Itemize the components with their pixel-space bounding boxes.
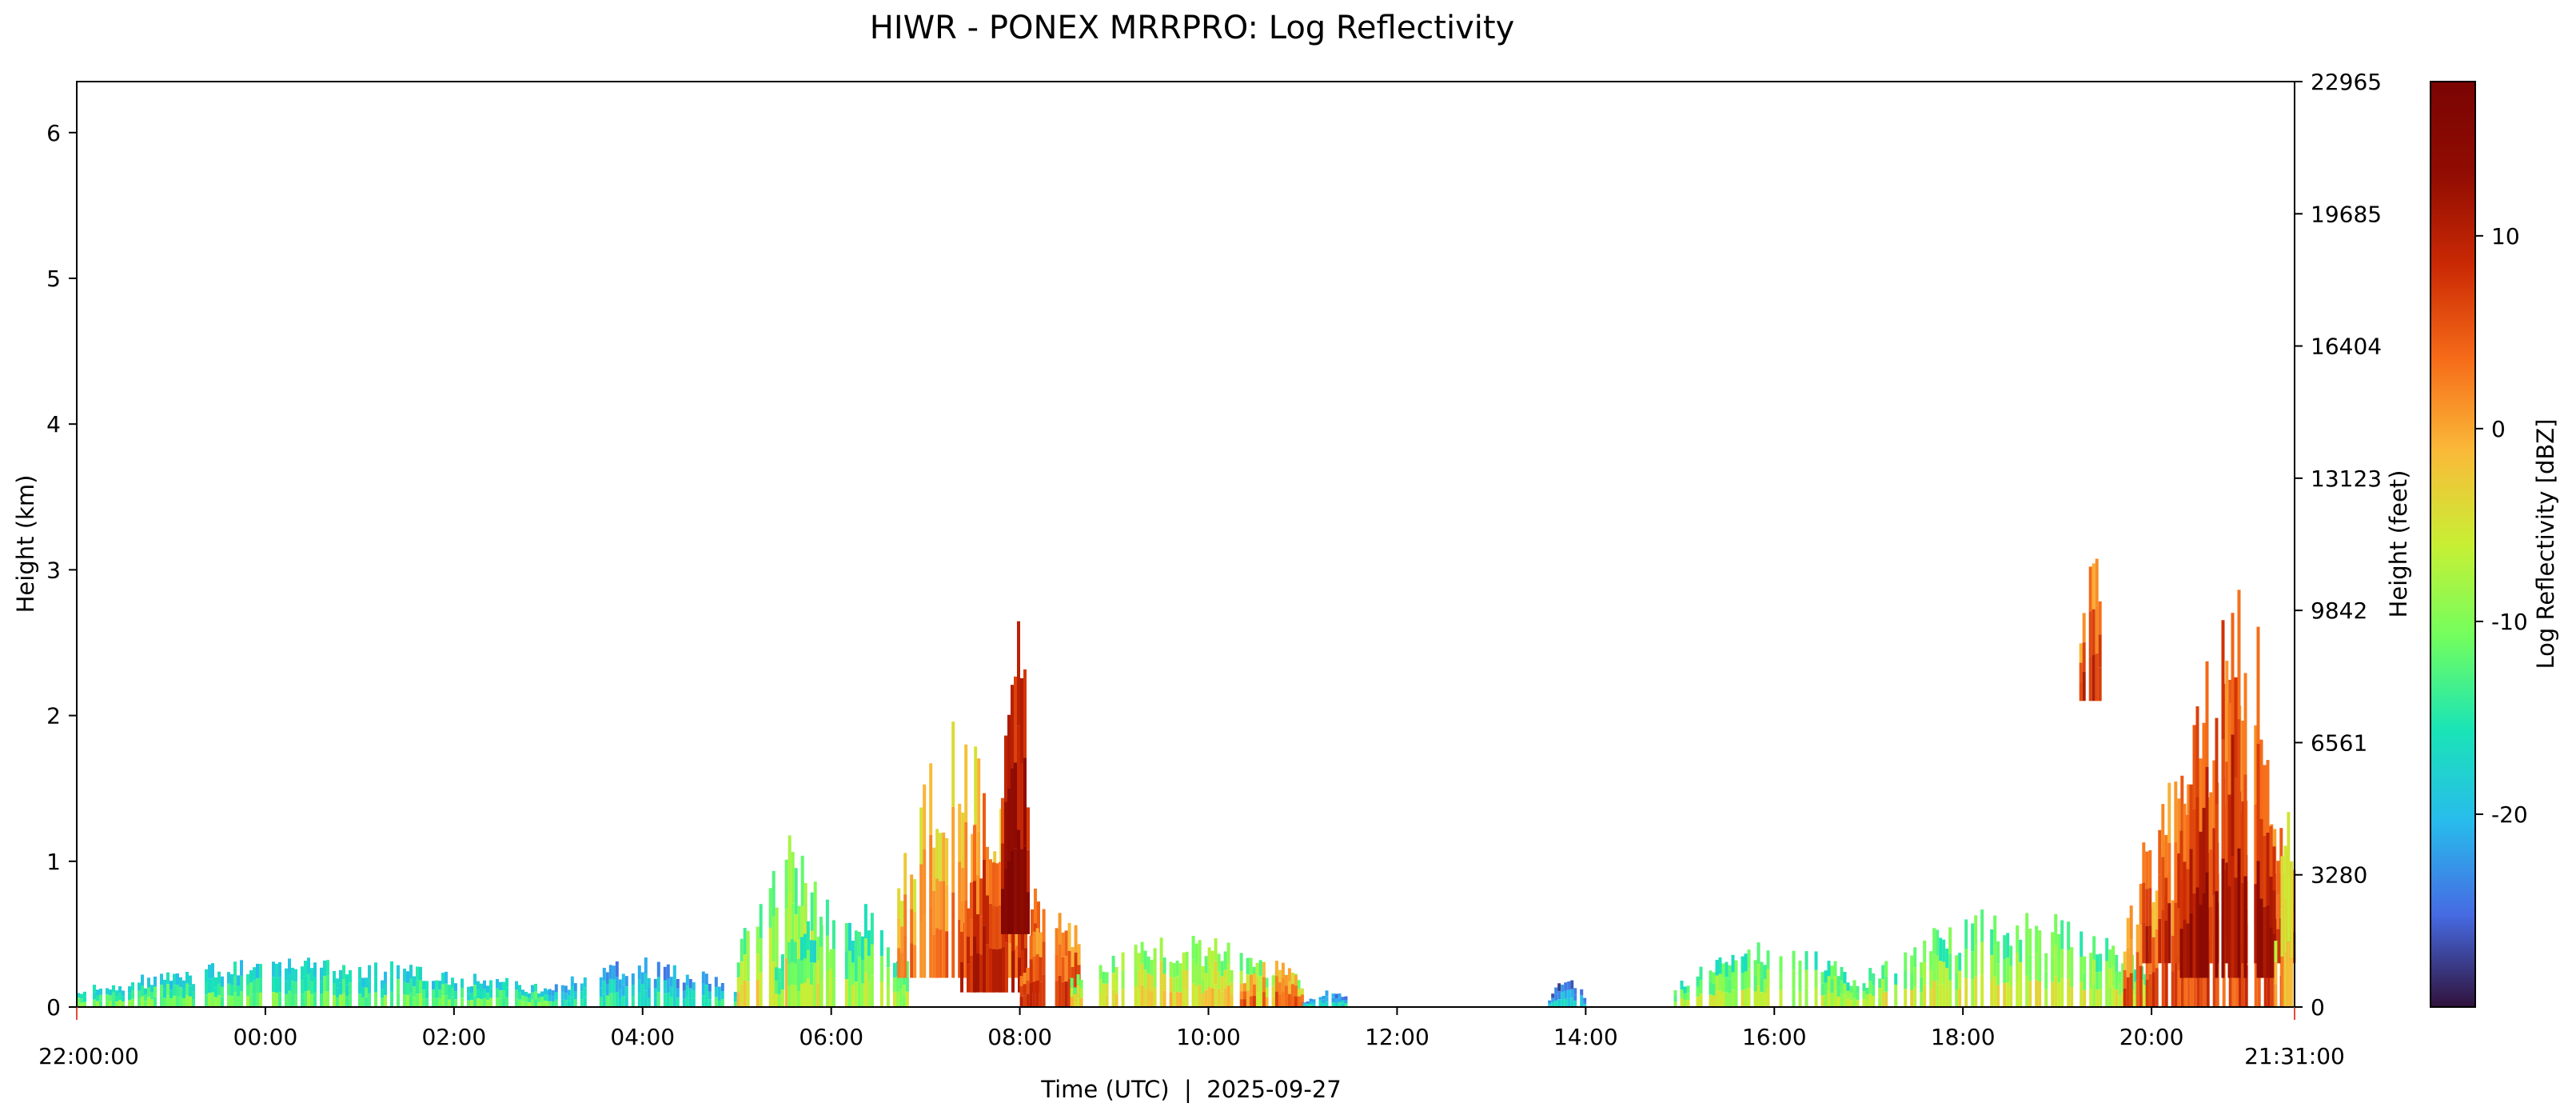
y-left-tick-label: 5 bbox=[46, 266, 61, 292]
x-tick-label: 16:00 bbox=[1742, 1024, 1807, 1050]
x-tick-label: 14:00 bbox=[1553, 1024, 1618, 1050]
y-axis-label-left: Height (km) bbox=[12, 475, 39, 613]
x-tick-label: 10:00 bbox=[1176, 1024, 1241, 1050]
colorbar-label: Log Reflectivity [dBZ] bbox=[2532, 419, 2559, 669]
y-left-tick-label: 4 bbox=[46, 411, 61, 438]
x-axis-label: Time (UTC) | 2025-09-27 bbox=[1040, 1076, 1342, 1103]
y-right-tick-label: 9842 bbox=[2311, 597, 2367, 624]
plot-frame bbox=[76, 81, 2295, 1008]
colorbar-gradient bbox=[2430, 81, 2476, 1008]
y-axis-label-right: Height (feet) bbox=[2385, 470, 2412, 618]
colorbar-tick-label: -20 bbox=[2491, 801, 2528, 828]
precip-region bbox=[736, 835, 833, 1007]
y-right-tick-label: 6561 bbox=[2311, 729, 2367, 756]
plot-area bbox=[76, 81, 2296, 1008]
y-left-tick-label: 2 bbox=[46, 703, 61, 729]
precip-region bbox=[548, 957, 737, 1007]
precip-region bbox=[1239, 961, 1304, 1007]
y-axis-left: 0 1 2 3 4 5 6 bbox=[46, 120, 77, 1021]
x-tick-label: 02:00 bbox=[421, 1024, 486, 1050]
y-right-tick-label: 3280 bbox=[2311, 862, 2367, 889]
precip-region bbox=[1673, 942, 1869, 1007]
y-right-tick-label: 19685 bbox=[2311, 201, 2382, 227]
x-tick-label: 12:00 bbox=[1365, 1024, 1430, 1050]
y-left-tick-label: 0 bbox=[46, 994, 61, 1021]
precip-region bbox=[2079, 558, 2102, 701]
x-start-label: 22:00:00 bbox=[38, 1043, 139, 1069]
precip-region bbox=[1548, 980, 1587, 1007]
x-tick-label: 20:00 bbox=[2119, 1024, 2184, 1050]
colorbar-tick-label: 0 bbox=[2491, 416, 2506, 442]
precip-region bbox=[1019, 909, 1081, 1007]
x-tick-label: 04:00 bbox=[610, 1024, 675, 1050]
colorbar: -20 -10 0 10 bbox=[2430, 81, 2528, 1008]
precip-region bbox=[774, 899, 909, 1007]
chart-title: HIWR - PONEX MRRPRO: Log Reflectivity bbox=[870, 10, 1514, 46]
precip-region bbox=[77, 957, 550, 1007]
y-left-tick-label: 1 bbox=[46, 849, 61, 875]
precip-region bbox=[1868, 909, 2154, 1007]
y-left-tick-label: 6 bbox=[46, 120, 61, 146]
y-right-tick-label: 13123 bbox=[2311, 466, 2382, 492]
y-left-tick-label: 3 bbox=[46, 557, 61, 583]
x-tick-label: 08:00 bbox=[987, 1024, 1052, 1050]
precip-region bbox=[1001, 621, 1030, 934]
x-tick-label: 06:00 bbox=[799, 1024, 863, 1050]
y-right-tick-label: 22965 bbox=[2311, 69, 2382, 95]
x-tick-label: 18:00 bbox=[1931, 1024, 1996, 1050]
x-end-label: 21:31:00 bbox=[2244, 1043, 2345, 1069]
y-axis-right: 0 3280 6561 9842 13123 16404 19685 22965 bbox=[2295, 69, 2382, 1021]
y-right-tick-label: 0 bbox=[2311, 994, 2325, 1021]
colorbar-tick-label: -10 bbox=[2491, 609, 2528, 635]
x-axis: 00:00 02:00 04:00 06:00 08:00 10:00 12:00 14:00… bbox=[38, 1007, 2345, 1069]
precip-region bbox=[2179, 589, 2276, 978]
colorbar-tick-label: 10 bbox=[2491, 223, 2520, 250]
x-tick-label: 00:00 bbox=[233, 1024, 298, 1050]
precip-region bbox=[1302, 990, 1348, 1007]
precip-region bbox=[2274, 812, 2294, 1007]
precip-region bbox=[1070, 936, 1301, 1007]
y-right-tick-label: 16404 bbox=[2311, 334, 2382, 360]
